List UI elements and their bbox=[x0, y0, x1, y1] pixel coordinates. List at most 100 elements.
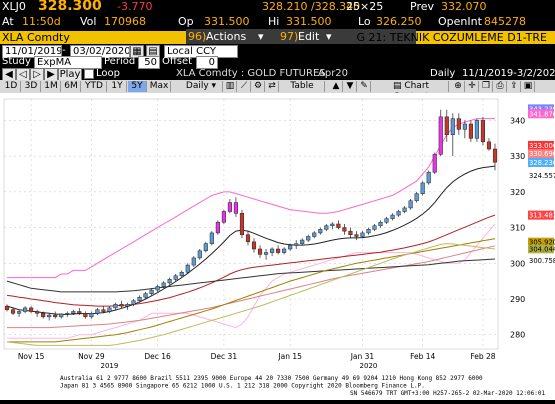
ticker: XLJ0 bbox=[2, 0, 26, 13]
candle bbox=[107, 307, 112, 312]
swap-icon[interactable]: ⇄ bbox=[266, 81, 279, 92]
candle bbox=[354, 234, 359, 237]
candle bbox=[324, 225, 329, 230]
zoom-icon[interactable]: ⊕ bbox=[452, 81, 465, 92]
candle bbox=[77, 311, 82, 314]
footer-bg bbox=[0, 371, 555, 400]
chevron-down-icon[interactable]: ▾ bbox=[258, 30, 264, 43]
candle bbox=[306, 236, 311, 241]
candle bbox=[396, 211, 401, 216]
candle bbox=[402, 207, 407, 212]
value-label: 313.483 bbox=[529, 212, 555, 220]
offset-field[interactable]: 0 bbox=[196, 56, 218, 69]
candle bbox=[288, 245, 293, 250]
line-type-icon[interactable]: ⟋ bbox=[238, 81, 251, 92]
low-label: Lo bbox=[358, 15, 371, 28]
candle bbox=[432, 154, 437, 173]
candle bbox=[378, 221, 383, 227]
candle bbox=[173, 275, 178, 280]
year-label: 2020 bbox=[360, 362, 378, 370]
security-name[interactable]: XLA Comdty bbox=[2, 31, 70, 44]
y-tick-label: 310 bbox=[510, 224, 525, 233]
candle bbox=[65, 313, 70, 315]
period-button-max[interactable]: Max bbox=[148, 81, 171, 92]
candle bbox=[137, 296, 142, 302]
overlay-line bbox=[7, 118, 495, 279]
period-button-5y[interactable]: 5Y bbox=[128, 81, 147, 92]
candle bbox=[276, 248, 281, 253]
candle bbox=[29, 307, 34, 312]
period-field[interactable]: 50 bbox=[138, 56, 160, 69]
date-from-field[interactable]: 11/01/2019 bbox=[2, 45, 62, 58]
candle bbox=[131, 300, 136, 305]
candle bbox=[35, 311, 40, 314]
value-label: 333.000 bbox=[529, 142, 555, 150]
edit-menu[interactable]: Edit bbox=[298, 30, 320, 43]
candle-type-icon[interactable]: ▥ bbox=[224, 81, 237, 92]
export-icon[interactable]: ⇪ bbox=[508, 81, 521, 92]
open-interest-value: 845278 bbox=[484, 15, 526, 28]
chart-content-button[interactable]: ▤ Chart Content bbox=[374, 81, 449, 102]
period-button-1m[interactable]: 1M bbox=[42, 81, 61, 92]
up-icon[interactable]: ▲ bbox=[330, 81, 343, 92]
candle bbox=[270, 248, 275, 253]
period-button-3d[interactable]: 3D bbox=[22, 81, 41, 92]
candle bbox=[384, 218, 389, 223]
period-button-ytd[interactable]: YTD bbox=[82, 81, 107, 92]
contract-label: Apr20 bbox=[318, 68, 349, 79]
y-tick-label: 280 bbox=[510, 331, 525, 340]
pencil-icon[interactable]: ✎ bbox=[358, 81, 371, 92]
value-label: 341.870 bbox=[529, 110, 555, 118]
price-chart[interactable]: 280 290 300 310 320 330 340 Nov 15 Nov 29 Dec 16 D… bbox=[0, 93, 555, 400]
footer-text: Australia 61 2 9777 8600 Brazil 5511 239… bbox=[60, 375, 483, 382]
value-tag bbox=[528, 210, 554, 220]
down-icon[interactable]: ▼ bbox=[344, 81, 357, 92]
candle bbox=[101, 309, 106, 312]
chevron-down-icon[interactable]: ▾ bbox=[326, 30, 332, 43]
candle bbox=[257, 248, 263, 255]
x-tick-label: Nov 15 bbox=[18, 352, 45, 361]
loop-checkbox[interactable] bbox=[84, 69, 94, 79]
chevron-down-icon[interactable]: ▾ bbox=[232, 45, 238, 56]
quote-header: XLJ0 328.300 -3.770 328.210 /328.340 25×… bbox=[0, 0, 555, 31]
value-label: 300.758 bbox=[529, 257, 555, 265]
candle bbox=[10, 309, 16, 314]
actions-menu[interactable]: Actions bbox=[206, 30, 247, 43]
interval-select[interactable]: Daily ▾ bbox=[180, 81, 223, 92]
value-tag bbox=[528, 237, 554, 247]
chart-settings-icon[interactable]: ⚙ bbox=[252, 81, 265, 92]
step-back-icon[interactable]: ◁ bbox=[16, 68, 30, 81]
actions-number: 96) bbox=[188, 30, 207, 43]
candle bbox=[420, 182, 425, 194]
value-tag bbox=[528, 109, 554, 119]
crosshair-icon[interactable]: ✛ bbox=[466, 81, 479, 92]
candle bbox=[125, 304, 130, 307]
calendar-icon[interactable]: ▦ bbox=[130, 45, 144, 58]
volume-label: Vol bbox=[80, 15, 97, 28]
period-button-1y[interactable]: 1Y bbox=[108, 81, 127, 92]
value-tag bbox=[528, 149, 554, 159]
candle bbox=[360, 232, 365, 237]
candle bbox=[312, 232, 317, 237]
x-tick-label: Jan 31 bbox=[350, 352, 375, 361]
candle bbox=[468, 123, 473, 139]
candle bbox=[191, 257, 196, 266]
x-tick-label: Jan 15 bbox=[277, 352, 302, 361]
print-icon[interactable]: ⎙ bbox=[494, 81, 507, 92]
plot-area bbox=[3, 98, 499, 350]
candle bbox=[227, 202, 232, 212]
y-tick-label: 290 bbox=[510, 295, 525, 304]
candle bbox=[179, 271, 184, 277]
candle bbox=[492, 148, 498, 163]
x-tick-label: Nov 29 bbox=[78, 352, 105, 361]
copy-icon[interactable]: ❐ bbox=[480, 81, 493, 92]
overlay-line bbox=[7, 245, 496, 329]
candle bbox=[300, 239, 305, 244]
save-icon[interactable]: ▣ bbox=[522, 81, 535, 92]
candle bbox=[348, 230, 353, 235]
candle bbox=[264, 252, 269, 255]
period-button-6m[interactable]: 6M bbox=[62, 81, 81, 92]
table-button[interactable]: Table bbox=[280, 81, 325, 92]
title-bar: XLA Comdty 96) Actions ▾ 97) Edit ▾ G 21… bbox=[0, 29, 555, 44]
period-button-1d[interactable]: 1D bbox=[2, 81, 21, 92]
